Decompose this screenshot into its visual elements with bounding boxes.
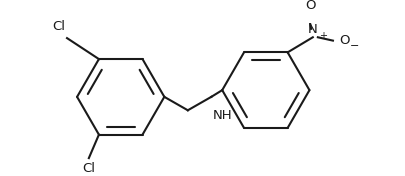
Text: −: − xyxy=(350,41,359,51)
Text: N: N xyxy=(308,23,318,36)
Text: Cl: Cl xyxy=(52,20,65,33)
Text: O: O xyxy=(305,0,315,12)
Text: O: O xyxy=(340,34,350,47)
Text: NH: NH xyxy=(213,109,232,122)
Text: Cl: Cl xyxy=(82,162,95,175)
Text: +: + xyxy=(320,31,328,40)
